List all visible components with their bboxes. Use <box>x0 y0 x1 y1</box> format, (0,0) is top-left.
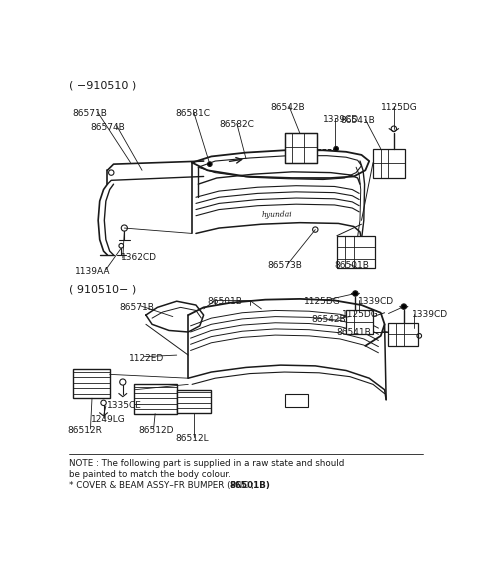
Text: 1339CD: 1339CD <box>358 297 394 307</box>
FancyBboxPatch shape <box>346 311 373 333</box>
FancyBboxPatch shape <box>285 133 317 163</box>
Text: 1139AA: 1139AA <box>75 267 110 276</box>
Text: 86541B: 86541B <box>340 116 375 125</box>
Text: 86573B: 86573B <box>267 261 302 270</box>
Text: 1125DG: 1125DG <box>304 297 340 307</box>
Text: 86542B: 86542B <box>271 104 305 112</box>
Text: * COVER & BEAM ASSY–FR BUMPER (PNC ;: * COVER & BEAM ASSY–FR BUMPER (PNC ; <box>69 481 257 490</box>
Circle shape <box>207 162 212 167</box>
Text: 86581C: 86581C <box>175 109 210 118</box>
Text: hyundai: hyundai <box>261 211 292 219</box>
Text: 1125DG: 1125DG <box>342 311 379 319</box>
Text: 1335CE: 1335CE <box>108 401 142 410</box>
FancyBboxPatch shape <box>134 384 177 414</box>
Text: 1339CD: 1339CD <box>323 115 359 124</box>
Text: 86501B): 86501B) <box>229 481 270 490</box>
Text: 1362CD: 1362CD <box>121 253 157 263</box>
Text: ( −910510 ): ( −910510 ) <box>69 81 136 91</box>
Text: 1122ED: 1122ED <box>129 353 164 363</box>
Text: 86542B: 86542B <box>312 315 346 324</box>
Text: ( 910510− ): ( 910510− ) <box>69 284 136 294</box>
Text: 1339CD: 1339CD <box>411 311 448 319</box>
Text: 86512L: 86512L <box>175 433 209 443</box>
Text: 86501B: 86501B <box>335 261 370 270</box>
Text: be painted to match the body colour.: be painted to match the body colour. <box>69 470 231 479</box>
Text: NOTE : The following part is supplied in a raw state and should: NOTE : The following part is supplied in… <box>69 459 344 468</box>
Text: 1249LG: 1249LG <box>90 415 125 424</box>
Text: 86574B: 86574B <box>90 123 125 132</box>
Text: 86512R: 86512R <box>67 426 102 435</box>
Text: 86571B: 86571B <box>73 109 108 118</box>
Circle shape <box>353 291 358 296</box>
Text: 86512D: 86512D <box>138 426 174 435</box>
FancyBboxPatch shape <box>177 390 211 413</box>
Text: 1125DG: 1125DG <box>381 104 418 112</box>
Text: 86541B: 86541B <box>337 328 372 337</box>
FancyBboxPatch shape <box>388 323 418 346</box>
Text: 86571B: 86571B <box>119 303 154 312</box>
Text: 86501B: 86501B <box>207 297 242 307</box>
Text: 86582C: 86582C <box>219 121 254 129</box>
FancyBboxPatch shape <box>337 236 375 268</box>
Circle shape <box>334 146 338 151</box>
FancyBboxPatch shape <box>73 369 110 398</box>
Circle shape <box>401 304 407 309</box>
FancyBboxPatch shape <box>373 149 406 178</box>
FancyBboxPatch shape <box>285 394 308 408</box>
